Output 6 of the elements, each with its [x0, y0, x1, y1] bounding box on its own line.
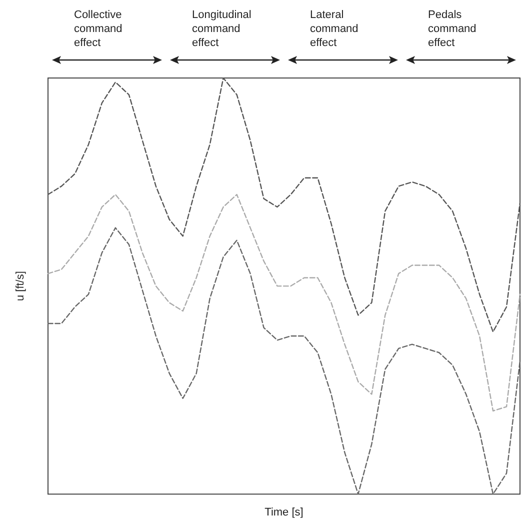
- text: Longitudinal command effect: [192, 9, 254, 49]
- y-axis-title: u [ft/s]: [14, 271, 26, 302]
- text: Collective command effect: [74, 9, 126, 49]
- text: Lateral command effect: [310, 9, 362, 49]
- x-axis-title: Time [s]: [264, 506, 304, 518]
- text: Pedals command effect: [428, 9, 480, 49]
